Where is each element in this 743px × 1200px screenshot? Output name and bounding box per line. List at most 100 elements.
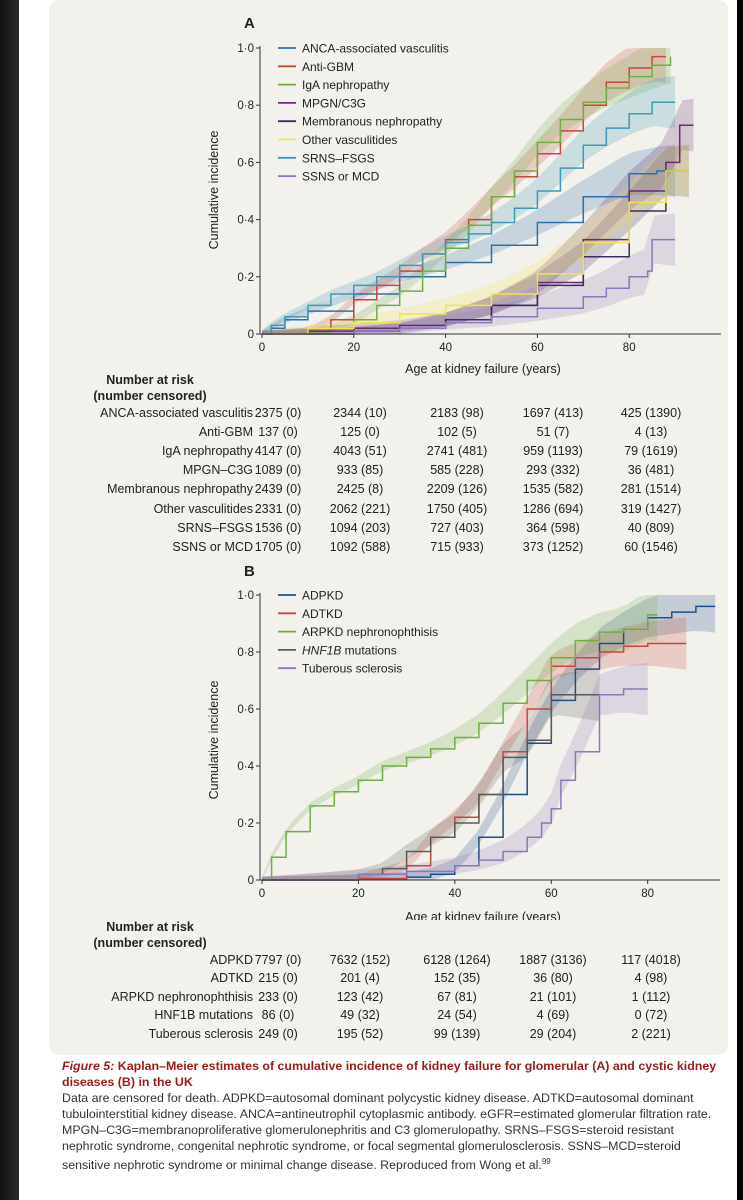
risk-cell: 36 (80) [533, 971, 573, 986]
x-axis-label: Age at kidney failure (years) [405, 910, 561, 920]
risk-cell: 281 (1514) [620, 482, 682, 497]
legend-item: ARPKD nephronophthisis [302, 625, 438, 639]
risk-row-label: ADTKD [210, 971, 253, 986]
risk-row-label: Other vasculitides [153, 501, 253, 516]
legend-item: ADPKD [302, 589, 344, 603]
chart-a: A 0 0·2 0·4 0·6 0·8 1·0 0 20 40 60 80 ANCA-associa… [207, 15, 721, 376]
risk-row: Other vasculitides 2331 (0) 2062 (221) 1750… [0, 502, 743, 518]
risk-cell: 2439 (0) [254, 482, 302, 497]
risk-row-label: ANCA-associated vasculitis [100, 406, 253, 420]
y-tick-label: 0·6 [237, 704, 254, 716]
risk-cell: 67 (81) [437, 989, 477, 1004]
series-line [262, 694, 600, 881]
risk-cell: 4 (98) [634, 971, 668, 986]
risk-cell: 99 (139) [433, 1026, 481, 1041]
series-line [262, 614, 658, 881]
risk-table-header: Number at risk (number censored) [80, 919, 220, 951]
risk-cell: 959 (1193) [523, 444, 583, 459]
risk-row: SSNS or MCD 1705 (0) 1092 (588) 715 (933) 37… [0, 540, 743, 556]
y-tick-label: 0·8 [237, 647, 254, 659]
risk-cell: 715 (933) [430, 539, 484, 554]
x-axis-label: Age at kidney failure (years) [405, 362, 561, 376]
risk-cell: 2331 (0) [254, 501, 302, 516]
risk-cell: 7632 (152) [329, 953, 391, 967]
risk-row: IgA nephropathy 4147 (0) 4043 (51) 2741 (48… [0, 444, 743, 460]
risk-cell: 1750 (405) [426, 501, 488, 516]
risk-cell: 2183 (98) [430, 406, 484, 420]
risk-cell: 24 (54) [437, 1008, 477, 1023]
confidence-band [262, 76, 676, 334]
y-axis-label: Cumulative incidence [207, 681, 221, 800]
risk-row: ANCA-associated vasculitis 2375 (0) 2344 (… [0, 406, 743, 422]
series-line [262, 170, 689, 335]
risk-cell: 2 (221) [631, 1026, 671, 1041]
risk-row: SRNS–FSGS 1536 (0) 1094 (203) 727 (403) 364 … [0, 521, 743, 537]
legend: ADPKD ADTKD ARPKD nephronophthisis HNF1B mu… [278, 589, 438, 676]
legend-item: Other vasculitides [302, 133, 397, 147]
risk-cell: 7797 (0) [254, 953, 302, 967]
legend-item: Membranous nephropathy [302, 115, 442, 129]
risk-row-label: Membranous nephropathy [107, 482, 253, 497]
confidence-band [262, 213, 676, 334]
series-lines [262, 55, 694, 335]
legend-item: IgA nephropathy [302, 78, 389, 92]
risk-cell: 1286 (694) [522, 501, 584, 516]
risk-cell: 2741 (481) [426, 444, 488, 459]
x-tick-label: 80 [641, 888, 654, 900]
risk-cell: 60 (1546) [624, 539, 678, 554]
risk-cell: 2062 (221) [329, 501, 391, 516]
y-tick-label: 0 [248, 329, 254, 341]
caption-figure-label: Figure 5: [62, 1059, 115, 1073]
chart-b: B 0 0·2 0·4 0·6 0·8 1·0 0 20 40 60 80 ADPKD ADTKD AR… [207, 563, 720, 920]
risk-cell: 585 (228) [430, 463, 484, 478]
risk-cell: 2344 (10) [333, 406, 387, 420]
risk-row-label: IgA nephropathy [161, 444, 253, 459]
confidence-band [262, 617, 687, 880]
risk-cell: 86 (0) [261, 1008, 295, 1023]
risk-cell: 319 (1427) [620, 501, 682, 516]
risk-cell: 364 (598) [526, 520, 580, 535]
caption-reference: 99 [541, 1157, 551, 1166]
risk-cell: 1697 (413) [522, 406, 584, 420]
confidence-band [262, 595, 716, 880]
risk-header-line: (number censored) [93, 389, 207, 403]
series-line [262, 605, 716, 881]
risk-cell: 4147 (0) [254, 444, 302, 459]
risk-cell: 2209 (126) [426, 482, 488, 497]
risk-row-label: ARPKD nephronophthisis [111, 989, 253, 1004]
caption-title-text: Kaplan–Meier estimates of cumulative inc… [62, 1059, 717, 1089]
risk-cell: 373 (1252) [522, 539, 584, 554]
risk-cell: 125 (0) [340, 425, 380, 440]
risk-cell: 1536 (0) [254, 520, 302, 535]
y-tick-label: 1·0 [237, 43, 254, 55]
risk-table-b: Number at risk (number censored) ADPKD 7797… [0, 919, 743, 1043]
risk-cell: 6128 (1264) [423, 953, 491, 967]
legend-item: MPGN/C3G [302, 96, 366, 110]
risk-table-a: Number at risk (number censored) ANCA-asso… [0, 0, 743, 560]
risk-cell: 1089 (0) [254, 463, 302, 478]
page-edge [0, 0, 19, 1200]
x-tick-label: 60 [531, 342, 544, 354]
risk-cell: 215 (0) [258, 971, 298, 986]
risk-cell: 1094 (203) [329, 520, 391, 535]
risk-cell: 4 (13) [634, 425, 668, 440]
x-tick-label: 60 [545, 888, 558, 900]
risk-cell: 29 (204) [529, 1026, 577, 1041]
risk-cell: 2375 (0) [254, 406, 302, 420]
y-tick-label: 0·8 [237, 100, 254, 112]
risk-row: Tuberous sclerosis 249 (0) 195 (52) 99 (139… [0, 1027, 743, 1043]
risk-row-label: MPGN–C3G [182, 463, 253, 478]
risk-cell: 249 (0) [258, 1026, 298, 1041]
legend-italic: HNF1B [302, 643, 341, 657]
risk-cell: 102 (5) [437, 425, 477, 440]
series-lines [262, 605, 716, 881]
y-tick-label: 0·2 [237, 818, 254, 830]
series-line [262, 238, 676, 335]
y-tick-label: 0·4 [237, 215, 254, 227]
risk-cell: 201 (4) [340, 971, 380, 986]
risk-cell: 51 (7) [536, 425, 570, 440]
y-tick-label: 0·6 [237, 157, 254, 169]
x-tick-label: 20 [352, 888, 365, 900]
risk-cell: 137 (0) [258, 425, 298, 440]
y-tick-label: 0 [248, 875, 254, 887]
